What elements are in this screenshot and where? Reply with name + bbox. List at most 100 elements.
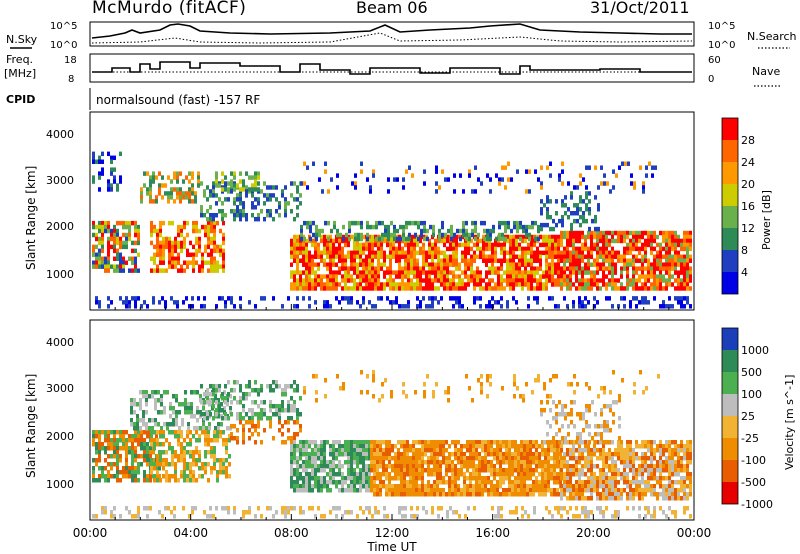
velocity-cell-49 — [107, 462, 110, 467]
power-cell-1319 — [473, 258, 476, 263]
velocity-cell-2135 — [629, 492, 632, 497]
velocity-cell-997 — [350, 472, 353, 477]
velocity-cell-1647 — [511, 492, 514, 497]
power-cell-2393 — [570, 195, 573, 200]
velocity-cell-1737 — [532, 488, 535, 493]
velocity-cell-684 — [272, 380, 275, 385]
power-cell-1390 — [494, 258, 497, 263]
power-cell-2575 — [143, 300, 146, 305]
power-cell-978 — [383, 238, 386, 244]
power-cell-263 — [153, 268, 156, 273]
power-cell-1948 — [587, 254, 590, 260]
power-cell-2592 — [197, 296, 200, 301]
velocity-cell-298 — [184, 390, 187, 395]
power-cell-2320 — [683, 234, 686, 240]
power-cell-1579 — [545, 246, 548, 252]
velocity-cell-420 — [165, 462, 168, 467]
power-cell-1848 — [563, 258, 566, 263]
power-cell-565 — [284, 212, 287, 218]
velocity-cell-1903 — [572, 468, 575, 473]
power-cell-1883 — [572, 234, 575, 240]
power-cell-177 — [146, 187, 149, 192]
velocity-cell-1925 — [578, 456, 581, 461]
power-cell-1630 — [557, 254, 560, 260]
velocity-cell-109 — [128, 434, 131, 439]
power-cell-1163 — [431, 254, 434, 260]
nsky-tick-high: 10^5 — [50, 21, 77, 32]
power-cell-2293 — [674, 270, 677, 275]
velocity-cell-2157 — [635, 484, 638, 489]
velocity-cell-1642 — [511, 468, 514, 473]
power-cell-756 — [326, 246, 329, 252]
velocity-cell-520 — [204, 450, 207, 455]
velocity-cell-1533 — [484, 456, 487, 461]
power-cell-1380 — [491, 262, 494, 267]
velocity-cell-1646 — [511, 488, 514, 493]
velocity-cell-1391 — [448, 464, 451, 469]
velocity-cell-1226 — [406, 468, 409, 473]
power-cell-91 — [122, 224, 125, 230]
velocity-cell-1979 — [590, 480, 593, 485]
power-cell-2292 — [674, 266, 677, 271]
power-cell-1063 — [404, 286, 407, 291]
power-cell-1001 — [389, 258, 392, 263]
power-cell-2078 — [620, 270, 623, 275]
velocity-cell-633 — [239, 384, 242, 389]
power-cell-1108 — [416, 258, 419, 263]
velocity-cell-45 — [107, 438, 110, 443]
power-cell-2100 — [626, 270, 629, 275]
power-cell-509 — [242, 205, 245, 210]
velocity-cell-935 — [332, 456, 335, 461]
power-cell-98 — [122, 268, 125, 273]
power-cell-2392 — [570, 191, 573, 196]
velocity-cell-1516 — [478, 492, 481, 497]
velocity-cell-1897 — [572, 440, 575, 445]
velocity-cell-1014 — [356, 440, 359, 445]
velocity-cell-716 — [290, 416, 293, 421]
power-cell-2550 — [645, 173, 648, 178]
velocity-cell-1972 — [590, 452, 593, 457]
velocity-cell-37 — [104, 446, 107, 451]
velocity-cell-1407 — [451, 488, 454, 493]
velocity-cell-580 — [200, 384, 203, 389]
velocity-cell-1098 — [373, 492, 376, 497]
velocity-cell-823 — [302, 440, 305, 445]
power-cell-2108 — [629, 246, 632, 252]
power-cell-567 — [290, 181, 293, 186]
power-cell-372 — [198, 236, 201, 242]
velocity-cell-861 — [311, 456, 314, 461]
power-cell-1115 — [416, 286, 419, 291]
power-cell-2040 — [611, 230, 614, 236]
velocity-cell-2078 — [614, 496, 617, 501]
velocity-cell-843 — [305, 476, 308, 481]
velocity-cell-1132 — [382, 472, 385, 477]
power-cell-214 — [176, 171, 179, 176]
velocity-cell-261 — [157, 390, 160, 395]
power-cell-1439 — [509, 246, 512, 252]
power-cell-2705 — [572, 300, 575, 305]
velocity-cell-1445 — [463, 456, 466, 461]
velocity-cell-95 — [122, 466, 125, 471]
velocity-cell-877 — [314, 472, 317, 477]
power-cell-2074 — [620, 238, 623, 244]
power-cell-2626 — [335, 296, 338, 301]
velocity-cell-1045 — [362, 472, 365, 477]
power-cell-351 — [189, 240, 192, 246]
velocity-cell-2034 — [605, 464, 608, 469]
power-cell-1248 — [452, 270, 455, 275]
velocity-cell-1975 — [590, 464, 593, 469]
power-cell-882 — [359, 254, 362, 260]
power-cell-2519 — [576, 185, 579, 190]
power-cell-2370 — [546, 211, 549, 216]
power-cell-1293 — [464, 282, 467, 287]
power-cell-2580 — [161, 296, 164, 301]
velocity-cell-447 — [177, 434, 180, 439]
power-cell-2295 — [674, 286, 677, 291]
power-cell-2057 — [614, 254, 617, 260]
power-cell-398 — [207, 260, 210, 265]
velocity-cell-1733 — [532, 468, 535, 473]
power-cell-1210 — [443, 262, 446, 267]
velocity-cell-781 — [290, 448, 293, 453]
velocity-cell-1026 — [359, 444, 362, 449]
power-cell-2301 — [677, 258, 680, 263]
